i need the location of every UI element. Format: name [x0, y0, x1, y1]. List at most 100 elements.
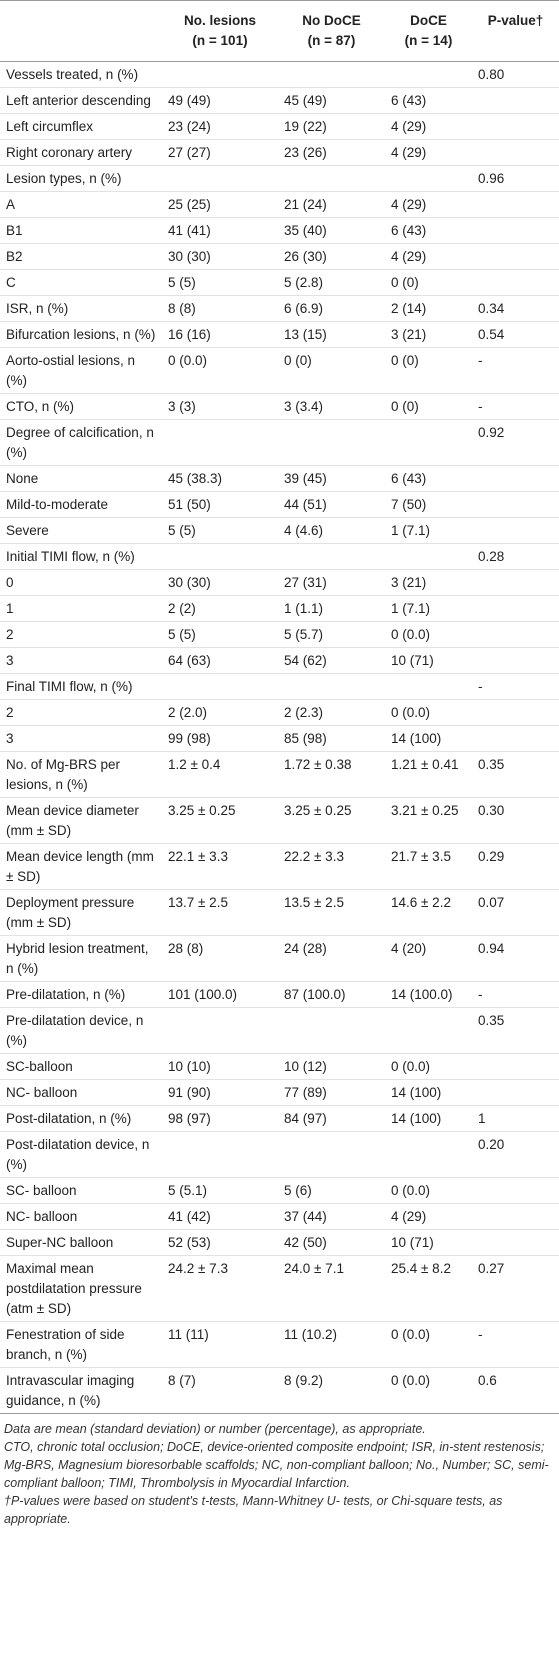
cell-text: 6 (43)	[391, 470, 427, 486]
row-label: No. of Mg-BRS per lesions, n (%)	[0, 751, 162, 798]
cell-text: 0.96	[478, 170, 505, 186]
cell: -	[472, 981, 559, 1008]
cell: 0 (0.0)	[385, 1053, 472, 1080]
cell	[472, 621, 559, 648]
cell-text: 0 (0)	[284, 352, 312, 368]
row-label: Hybrid lesion treatment, n (%)	[0, 935, 162, 982]
cell-text: B2	[6, 248, 23, 264]
cell	[472, 191, 559, 218]
cell-text: 0.07	[478, 894, 505, 910]
cell-text: Left anterior descending	[6, 92, 151, 108]
cell: 0.6	[472, 1367, 559, 1414]
cell	[472, 725, 559, 752]
cell	[472, 465, 559, 492]
cell-text: 0.6	[478, 1372, 497, 1388]
row-label: B2	[0, 243, 162, 270]
cell: 1	[472, 1105, 559, 1132]
cell	[385, 1131, 472, 1178]
cell	[472, 1203, 559, 1230]
cell-text: 14.6 ± 2.2	[391, 894, 451, 910]
table-row: Initial TIMI flow, n (%) 0.28	[0, 543, 559, 570]
cell: 4 (4.6)	[278, 517, 385, 544]
cell: 3.21 ± 0.25	[385, 797, 472, 844]
cell-text: 42 (50)	[284, 1234, 327, 1250]
cell-text: 4 (4.6)	[284, 522, 324, 538]
cell: 4 (29)	[385, 139, 472, 166]
cell-text: B1	[6, 222, 23, 238]
cell-text: 64 (63)	[168, 652, 211, 668]
row-label: SC- balloon	[0, 1177, 162, 1204]
cell-text: 14 (100.0)	[391, 986, 453, 1002]
row-label: Left circumflex	[0, 113, 162, 140]
footnotes: Data are mean (standard deviation) or nu…	[0, 1414, 559, 1528]
table-row: Post-dilatation device, n (%) 0.20	[0, 1131, 559, 1178]
cell-text: 0 (0.0)	[391, 1326, 431, 1342]
cell-text: 14 (100)	[391, 1084, 442, 1100]
cell: 24.0 ± 7.1	[278, 1255, 385, 1322]
table-row: NC- balloon 41 (42) 37 (44) 4 (29)	[0, 1203, 559, 1230]
cell-text: A	[6, 196, 16, 212]
cell: 30 (30)	[162, 243, 278, 270]
row-label: Deployment pressure (mm ± SD)	[0, 889, 162, 936]
cell-text: Degree of calcification, n (%)	[6, 424, 154, 460]
row-label: Intravascular imaging guidance, n (%)	[0, 1367, 162, 1414]
row-label: 2	[0, 699, 162, 726]
cell: 2 (14)	[385, 295, 472, 322]
cell: 101 (100.0)	[162, 981, 278, 1008]
cell: 1.21 ± 0.41	[385, 751, 472, 798]
cell-text: Maximal mean postdilatation pressure (at…	[6, 1260, 142, 1316]
cell-text: 4 (29)	[391, 196, 427, 212]
cell: 23 (26)	[278, 139, 385, 166]
header-text: No. lesions	[183, 13, 256, 28]
cell-text: Initial TIMI flow, n (%)	[6, 548, 135, 564]
cell: 41 (42)	[162, 1203, 278, 1230]
cell	[278, 673, 385, 700]
cell: 64 (63)	[162, 647, 278, 674]
cell-text: 3 (21)	[391, 326, 427, 342]
cell-text: 0.20	[478, 1136, 505, 1152]
row-label: 1	[0, 595, 162, 622]
cell: 14 (100)	[385, 1079, 472, 1106]
cell: 13.7 ± 2.5	[162, 889, 278, 936]
row-label: C	[0, 269, 162, 296]
row-label: 3	[0, 725, 162, 752]
cell: 91 (90)	[162, 1079, 278, 1106]
cell-text: Lesion types, n (%)	[6, 170, 122, 186]
cell-text: 24.2 ± 7.3	[168, 1260, 228, 1276]
cell-text: Final TIMI flow, n (%)	[6, 678, 133, 694]
cell-text: 0.35	[478, 1012, 505, 1028]
cell: 26 (30)	[278, 243, 385, 270]
cell: 24.2 ± 7.3	[162, 1255, 278, 1322]
cell: 44 (51)	[278, 491, 385, 518]
cell: 28 (8)	[162, 935, 278, 982]
cell-text: 30 (30)	[168, 574, 211, 590]
cell	[472, 595, 559, 622]
cell: 0 (0.0)	[385, 699, 472, 726]
row-label: Final TIMI flow, n (%)	[0, 673, 162, 700]
row-label: None	[0, 465, 162, 492]
header-cell: P-value†	[472, 0, 559, 62]
header-cell	[0, 0, 162, 62]
cell-text: 3.25 ± 0.25	[284, 802, 352, 818]
table-row: Bifurcation lesions, n (%) 16 (16) 13 (15)…	[0, 321, 559, 348]
cell-text: 1 (1.1)	[284, 600, 324, 616]
cell: 0.07	[472, 889, 559, 936]
cell-text: -	[478, 1326, 483, 1342]
cell: -	[472, 673, 559, 700]
cell	[278, 165, 385, 192]
cell-text: 21 (24)	[284, 196, 327, 212]
cell-text: 1	[478, 1110, 486, 1126]
header-text: P-value†	[487, 13, 544, 28]
cell: 45 (38.3)	[162, 465, 278, 492]
cell-text: 54 (62)	[284, 652, 327, 668]
row-label: Post-dilatation device, n (%)	[0, 1131, 162, 1178]
cell-text: 25 (25)	[168, 196, 211, 212]
cell: 39 (45)	[278, 465, 385, 492]
cell: 10 (12)	[278, 1053, 385, 1080]
cell-text: 10 (10)	[168, 1058, 211, 1074]
cell: 6 (6.9)	[278, 295, 385, 322]
footnote: Data are mean (standard deviation) or nu…	[4, 1422, 426, 1436]
cell: 4 (29)	[385, 191, 472, 218]
cell-text: 0 (0)	[391, 274, 419, 290]
cell-text: 101 (100.0)	[168, 986, 238, 1002]
